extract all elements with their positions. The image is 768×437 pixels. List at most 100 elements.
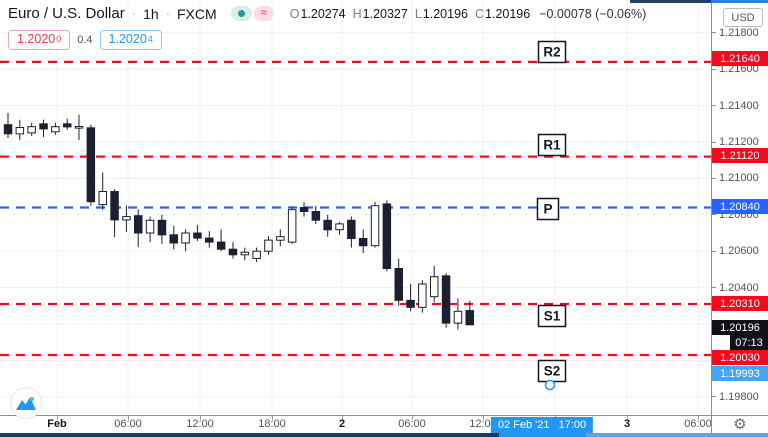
- bottom-edge-blue-strip: [499, 433, 586, 437]
- time-axis[interactable]: Feb 06:00 12:00 18:00 2 06:00 12:00 3 06:00 02 Fe…: [0, 415, 768, 433]
- time-tick: [627, 416, 628, 420]
- pivot-label-box-r1[interactable]: [537, 133, 567, 157]
- time-label-1200: 12:00: [186, 418, 214, 430]
- candle-body: [39, 123, 48, 130]
- price-tick: 1.21000: [712, 171, 768, 185]
- top-edge-navy-strip: [630, 0, 711, 3]
- tradingview-logo[interactable]: [10, 387, 42, 419]
- ask-button[interactable]: 1.2020 4: [99, 30, 162, 50]
- change-value: −0.00078 (−0.06%): [539, 6, 647, 21]
- time-tick: [200, 416, 201, 420]
- symbol-name[interactable]: Euro / U.S. Dollar: [8, 5, 125, 22]
- low-label: L: [414, 6, 422, 21]
- candle-body: [205, 237, 214, 243]
- candle-body: [276, 236, 285, 241]
- exchange-label[interactable]: FXCM: [176, 5, 217, 22]
- candle-body: [63, 123, 72, 128]
- candle-body: [347, 219, 356, 240]
- ohlc-readout: O1.20274 H1.20327 L1.20196 C1.20196 −0.0…: [290, 7, 647, 21]
- time-tick: [412, 416, 413, 420]
- gear-icon[interactable]: ⚙: [733, 416, 747, 433]
- blue-price-label: 1.19993: [712, 366, 768, 381]
- pivot-label-text-r1: R1: [543, 138, 561, 153]
- tick-dash: [712, 177, 716, 179]
- tick-dash: [712, 141, 716, 143]
- time-tick: [342, 416, 343, 420]
- bottom-edge-navy-strip: [0, 433, 499, 437]
- price-tick: 1.19800: [712, 390, 768, 404]
- time-tick: [483, 416, 484, 420]
- candle-body: [157, 219, 167, 236]
- separator-dot: ·: [131, 6, 137, 21]
- candle-body: [382, 203, 392, 269]
- pivot-label-text-p: P: [543, 202, 552, 217]
- interval-label[interactable]: 1h: [143, 5, 159, 22]
- axis-settings-zone: ⚙: [711, 416, 768, 433]
- ask-price-fraction: 4: [147, 34, 153, 44]
- separator-dot: ·: [165, 6, 170, 21]
- candle-body: [287, 209, 297, 243]
- time-label-0600: 06:00: [398, 418, 426, 430]
- candle-body: [430, 276, 439, 298]
- candle-body: [3, 124, 13, 135]
- time-label-Feb: Feb: [47, 418, 67, 430]
- candle-body: [27, 126, 36, 134]
- pivot-label-box-r2[interactable]: [537, 40, 567, 64]
- candle-body: [134, 215, 143, 234]
- close-label: C: [474, 6, 485, 21]
- pivot-label-box-p[interactable]: [536, 197, 560, 221]
- candle-body: [394, 268, 403, 301]
- candlestick-chart[interactable]: R2 R1 P S1 S2: [0, 0, 711, 415]
- highlighted-timestamp-label: 02 Feb '21 17:00: [490, 417, 594, 433]
- candle-body: [122, 216, 131, 221]
- bid-ask-row: 1.2020 0 0.4 1.2020 4: [8, 30, 162, 50]
- status-pills: ≈: [230, 6, 274, 21]
- currency-toggle-button[interactable]: USD: [723, 8, 763, 27]
- candle-body: [418, 283, 427, 308]
- chart-legend: Euro / U.S. Dollar · 1h · FXCM ≈ O1.2027…: [8, 5, 646, 22]
- candle-body: [240, 251, 250, 256]
- chart-pane[interactable]: R2 R1 P S1 S2: [0, 0, 711, 415]
- delayed-data-icon[interactable]: ≈: [253, 6, 274, 21]
- candle-body: [299, 207, 309, 212]
- spread-value: 0.4: [77, 34, 93, 46]
- open-label: O: [289, 6, 300, 21]
- candle-body: [86, 127, 96, 203]
- ask-price: 1.2020: [108, 32, 147, 46]
- candle-body: [169, 234, 178, 244]
- drawing-anchor-point[interactable]: [544, 379, 556, 391]
- market-status-icon[interactable]: [230, 6, 252, 21]
- candle-body: [51, 126, 60, 133]
- time-label-1200: 12:00: [469, 418, 497, 430]
- price-tick: 1.21200: [712, 135, 768, 149]
- candle-body: [323, 219, 332, 231]
- price-tick: 1.20400: [712, 281, 768, 295]
- last-price-label: 1.20196: [712, 320, 768, 335]
- candle-body: [181, 232, 190, 244]
- candle-body: [228, 248, 238, 256]
- pivot-label-text-r2: R2: [543, 45, 560, 60]
- price-tick: 1.20600: [712, 244, 768, 258]
- market-open-dot-icon: [237, 10, 245, 17]
- price-axis[interactable]: USD 1.21800 1.21600 1.21400 1.21200 1.21000 1…: [711, 0, 768, 415]
- candle-body: [311, 211, 321, 221]
- time-tick: [272, 416, 273, 420]
- s1-price-label: 1.20310: [712, 296, 768, 311]
- low-value: 1.20196: [422, 6, 468, 21]
- candle-body: [74, 126, 84, 129]
- candle-body: [193, 232, 202, 239]
- candle-body: [406, 299, 415, 308]
- r2-price-label: 1.21640: [712, 51, 768, 66]
- time-label-2: 2: [338, 418, 346, 430]
- candle-body: [453, 310, 463, 324]
- candle-body: [110, 191, 119, 221]
- bid-button[interactable]: 1.2020 0: [8, 30, 71, 50]
- candle-body: [335, 223, 344, 231]
- tick-dash: [712, 32, 716, 34]
- time-label-1800: 18:00: [258, 418, 286, 430]
- pivot-label-box-s1[interactable]: [537, 304, 567, 328]
- price-tick: 1.21400: [712, 99, 768, 113]
- bid-price-fraction: 0: [56, 34, 62, 44]
- price-tick: 1.21800: [712, 26, 768, 40]
- high-value: 1.20327: [362, 6, 408, 21]
